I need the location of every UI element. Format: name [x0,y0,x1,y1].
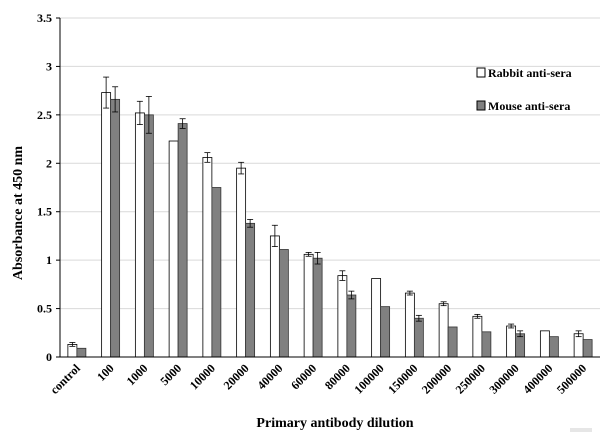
error-bar-mouse [314,251,321,265]
x-tick-label: 20000 [221,361,252,392]
bar-mouse [211,187,222,358]
x-tick-label: 150000 [385,361,420,396]
bar-mouse [245,222,256,358]
x-tick-label: 10000 [187,361,218,392]
bar-mouse [447,326,458,358]
error-bar-rabbit [204,152,211,163]
error-bar-mouse [517,330,524,338]
bar-rabbit [438,303,449,358]
bar-rabbit [404,292,415,358]
error-bar-rabbit [238,161,245,175]
axes [59,18,600,358]
bar-mouse [143,114,154,358]
bars [67,76,593,358]
x-tick-label: 60000 [288,361,319,392]
error-bar-rabbit [508,323,515,329]
bar-mouse [413,317,424,358]
y-tick-labels: 0 0.5 1 1.5 2 2.5 3 3.5 [37,11,60,364]
error-bar-rabbit [339,270,346,281]
legend-swatch-mouse [476,100,486,111]
error-bar-mouse [348,290,355,300]
error-bar-mouse [415,314,422,322]
y-tick-label: 2 [46,156,52,170]
bar-mouse [278,249,289,358]
bar-mouse [346,294,357,358]
x-tick-label: 200000 [419,361,454,396]
y-tick-label: 3.5 [37,11,52,25]
x-tick-label: 80000 [322,361,353,392]
error-bar-rabbit [474,313,481,319]
error-bar-mouse [112,86,119,113]
error-bar-rabbit [103,76,110,109]
bar-mouse [515,333,526,358]
y-axis-title: Absorbance at 450 nm [11,146,26,281]
bar-mouse [312,257,323,358]
bar-rabbit [371,278,382,358]
error-bar-mouse [179,118,186,129]
y-tick-label: 0 [46,350,52,364]
error-bar-rabbit [575,330,582,338]
bar-mouse [481,331,492,358]
bar-mouse [380,306,391,358]
y-tick-label: 3 [46,59,52,73]
error-bar-rabbit [136,100,143,125]
x-tick-labels: control 100 1000 5000 10000 20000 40000 60000 80… [47,361,589,397]
error-bar-rabbit [271,224,278,247]
error-bar-mouse [145,96,152,134]
x-tick-label: 100000 [351,361,386,396]
bar-rabbit [539,330,550,358]
x-axis-title: Primary antibody dilution [256,416,413,431]
bar-mouse [76,347,87,358]
x-tick-label: 500000 [554,361,589,396]
x-tick-label: 250000 [453,361,488,396]
legend-swatch-rabbit [476,67,486,78]
bar-mouse [548,336,559,358]
bar-rabbit [472,315,483,358]
bar-mouse [177,123,188,358]
corner-mark [570,428,592,432]
legend-label-mouse: Mouse anti-sera [488,99,570,113]
error-bar-mouse [247,219,254,228]
bar-rabbit [269,235,280,358]
x-tick-label: 5000 [157,361,184,388]
bar-rabbit [202,157,213,358]
y-tick-label: 1 [46,253,52,267]
error-bar-rabbit [69,342,76,347]
error-bar-rabbit [406,290,413,296]
legend: Rabbit anti-sera Mouse anti-sera [476,66,572,113]
bar-rabbit [337,275,348,358]
x-tick-label: 1000 [124,361,151,388]
bar-mouse [582,339,593,358]
bar-rabbit [236,167,247,358]
x-tick-label: 40000 [254,361,285,392]
bar-rabbit [168,140,179,358]
error-bar-rabbit [440,301,447,307]
bar-rabbit [101,92,112,358]
bar-rabbit [303,253,314,358]
bar-mouse [110,98,121,358]
y-tick-label: 0.5 [37,302,52,316]
error-bar-rabbit [305,251,312,257]
bar-rabbit [506,325,517,358]
x-tick-label: control [47,361,83,397]
x-tick-label: 400000 [520,361,555,396]
x-tick-label: 100 [94,361,117,384]
legend-label-rabbit: Rabbit anti-sera [488,66,572,80]
x-tick-label: 300000 [486,361,521,396]
y-tick-label: 1.5 [37,205,52,219]
bar-rabbit [573,333,584,358]
bar-rabbit [134,112,145,358]
y-tick-label: 2.5 [37,108,52,122]
